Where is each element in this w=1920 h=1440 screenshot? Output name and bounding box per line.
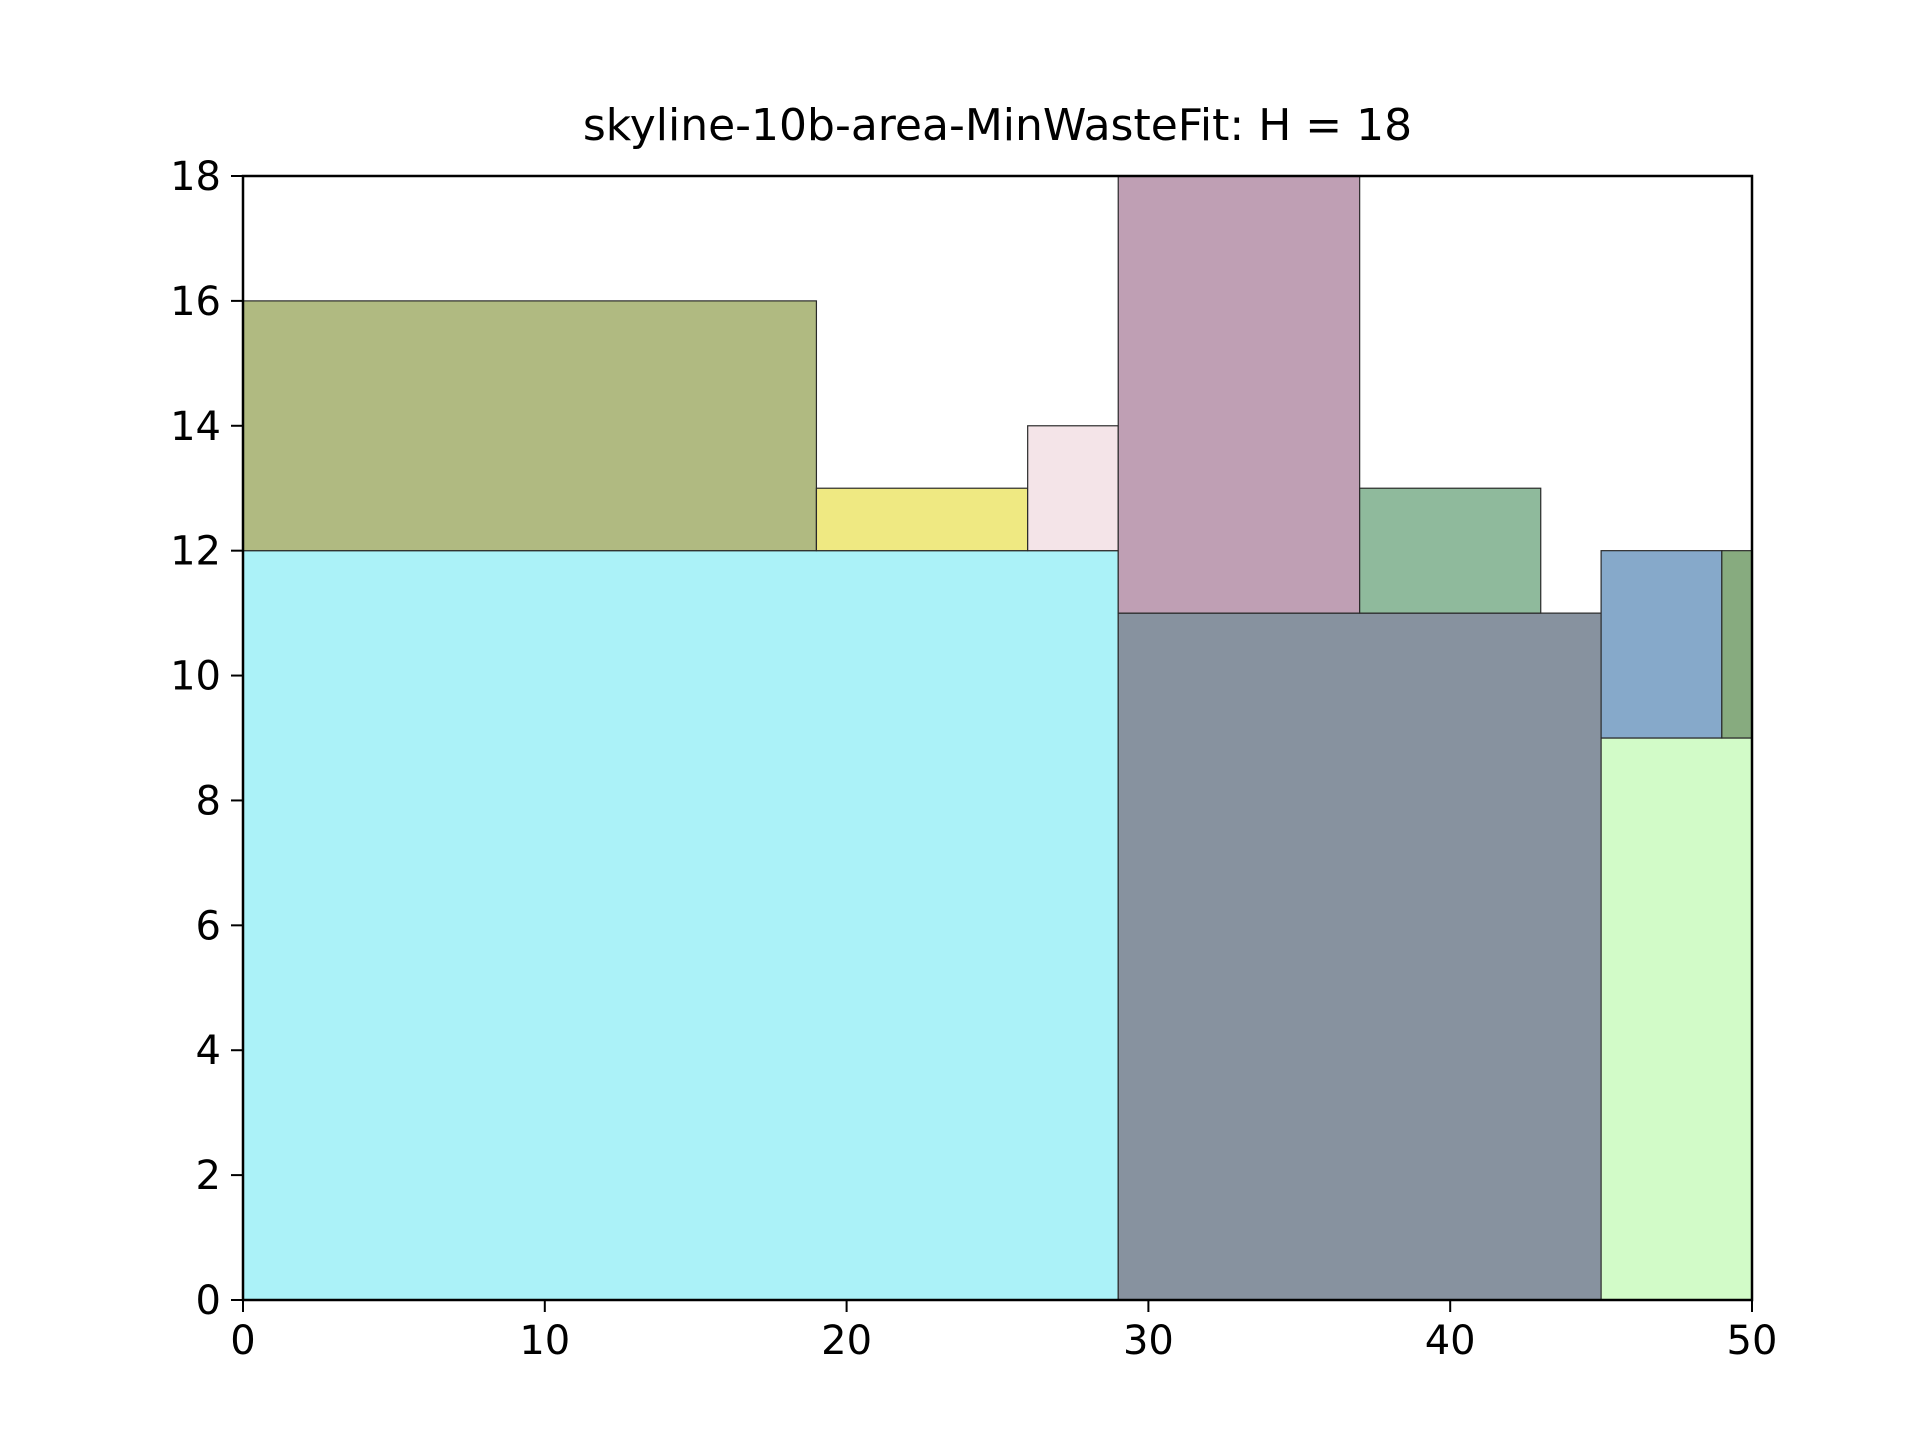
y-tick-label: 4: [196, 1028, 221, 1074]
y-tick-label: 16: [170, 279, 221, 325]
packed-rectangle-7: [1117, 175, 1361, 614]
y-tick-label: 10: [170, 654, 221, 700]
packed-rectangle-6: [1027, 425, 1119, 552]
x-tick-label: 40: [1425, 1318, 1476, 1364]
packed-rectangle-9: [1600, 550, 1723, 739]
x-tick-label: 10: [519, 1318, 570, 1364]
packed-rectangle-5: [815, 487, 1029, 552]
y-tick-label: 12: [170, 529, 221, 575]
y-tick-label: 2: [196, 1153, 221, 1199]
x-tick-label: 0: [230, 1318, 255, 1364]
x-tick-label: 50: [1727, 1318, 1778, 1364]
packed-rectangle-4: [242, 300, 818, 552]
y-tick-label: 6: [196, 903, 221, 949]
packed-rectangle-10: [1721, 550, 1753, 739]
y-tick-label: 14: [170, 404, 221, 450]
y-tick-label: 18: [170, 154, 221, 200]
y-tick-label: 8: [196, 778, 221, 824]
x-tick-label: 30: [1123, 1318, 1174, 1364]
chart-title: skyline-10b-area-MinWasteFit: H = 18: [582, 100, 1413, 151]
packed-rectangle-1: [242, 550, 1119, 1301]
rectangles-layer: [242, 175, 1753, 1301]
packed-rectangle-2: [1117, 612, 1602, 1301]
packed-rectangle-3: [1600, 737, 1753, 1301]
y-tick-label: 0: [196, 1278, 221, 1324]
ticks-layer: 0 10 20 30 40 50 0 2 4 6 8 10 12 14 16 18: [170, 154, 1777, 1364]
packed-rectangle-8: [1359, 487, 1542, 614]
x-tick-label: 20: [821, 1318, 872, 1364]
plot-frame: [241, 174, 1754, 1302]
